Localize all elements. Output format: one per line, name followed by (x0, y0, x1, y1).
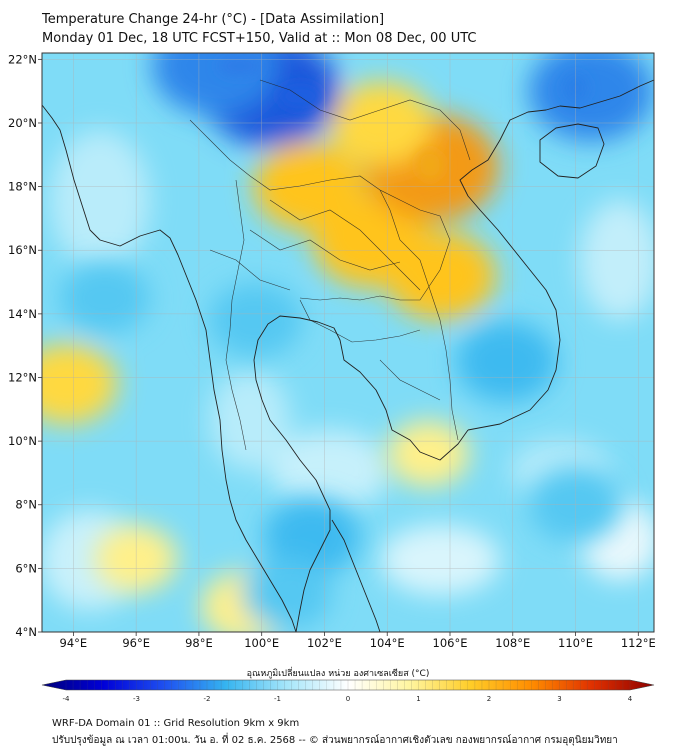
lon-tick-label: 94°E (60, 636, 88, 650)
colorbar-tick-label: 2 (487, 695, 491, 703)
footer-credit: ปรับปรุงข้อมูล ณ เวลา 01:00น. วัน อ. ที่… (52, 735, 618, 746)
footer-domain-info: WRF-DA Domain 01 :: Grid Resolution 9km … (52, 718, 300, 729)
lon-tick-label: 98°E (185, 636, 213, 650)
colorbar-tick-label: -2 (204, 695, 211, 703)
colorbar-tick-label: 3 (557, 695, 561, 703)
latitude-axis: 4°N 6°N 8°N 10°N 12°N 14°N 16°N 18°N 20°N 22°N (8, 52, 42, 639)
lon-tick-label: 112°E (621, 636, 656, 650)
temperature-field (42, 53, 654, 632)
lat-tick-label: 14°N (8, 307, 37, 321)
colorbar-tick-label: -4 (63, 695, 71, 703)
lon-tick-label: 96°E (122, 636, 150, 650)
colorbar-tick-label: 0 (346, 695, 350, 703)
anomaly-warm-southern-laos (385, 231, 497, 321)
lon-tick-label: 110°E (558, 636, 593, 650)
colorbar-tick-label: 1 (416, 695, 420, 703)
lat-tick-label: 18°N (8, 180, 37, 194)
colorbar: -4 -3 -2 -1 0 1 2 3 4 (41, 679, 655, 703)
plot-frame (41, 52, 655, 633)
lat-tick-label: 22°N (8, 52, 37, 66)
longitude-axis: 94°E 96°E 98°E 100°E 102°E 104°E 106°E 108°E 110… (60, 632, 656, 650)
lon-tick-label: 108°E (495, 636, 530, 650)
colorbar-label: อุณหภูมิเปลี่ยนแปลง หน่วย องศาเซลเซียส (… (246, 669, 430, 679)
colorbar-tick-label: 4 (628, 695, 633, 703)
coastlines (41, 79, 655, 633)
graticule (42, 53, 654, 633)
lat-tick-label: 20°N (8, 116, 37, 130)
lon-tick-label: 106°E (433, 636, 468, 650)
lon-tick-label: 104°E (370, 636, 405, 650)
lat-tick-label: 4°N (15, 625, 37, 639)
anomaly-cold-malaysia-peninsula (241, 557, 332, 630)
anomaly-warm-south-vietnam-coast (386, 420, 470, 488)
map-title: Temperature Change 24-hr (°C) - [Data As… (42, 12, 385, 27)
lat-tick-label: 10°N (8, 434, 37, 448)
lon-tick-label: 100°E (244, 636, 279, 650)
colorbar-tick-label: -3 (133, 695, 140, 703)
country-borders (189, 79, 471, 451)
lat-tick-label: 8°N (15, 498, 37, 512)
lat-tick-label: 16°N (8, 243, 37, 257)
lon-tick-label: 102°E (307, 636, 342, 650)
map-subtitle: Monday 01 Dec, 18 UTC FCST+150, Valid at… (42, 31, 477, 46)
anomaly-cold-andaman-west (59, 261, 150, 334)
anomaly-cold-gulf-of-tonkin (528, 53, 654, 142)
colorbar-tick-label: -1 (274, 695, 281, 703)
anomaly-cold-central-thailand (208, 282, 303, 358)
lat-tick-label: 6°N (15, 561, 37, 575)
lat-tick-label: 12°N (8, 370, 37, 384)
anomaly-cold-south-vietnam (456, 321, 557, 402)
anomaly-warm-andaman-sea (42, 343, 118, 425)
anomaly-cold-gulf-of-thailand (263, 497, 361, 576)
